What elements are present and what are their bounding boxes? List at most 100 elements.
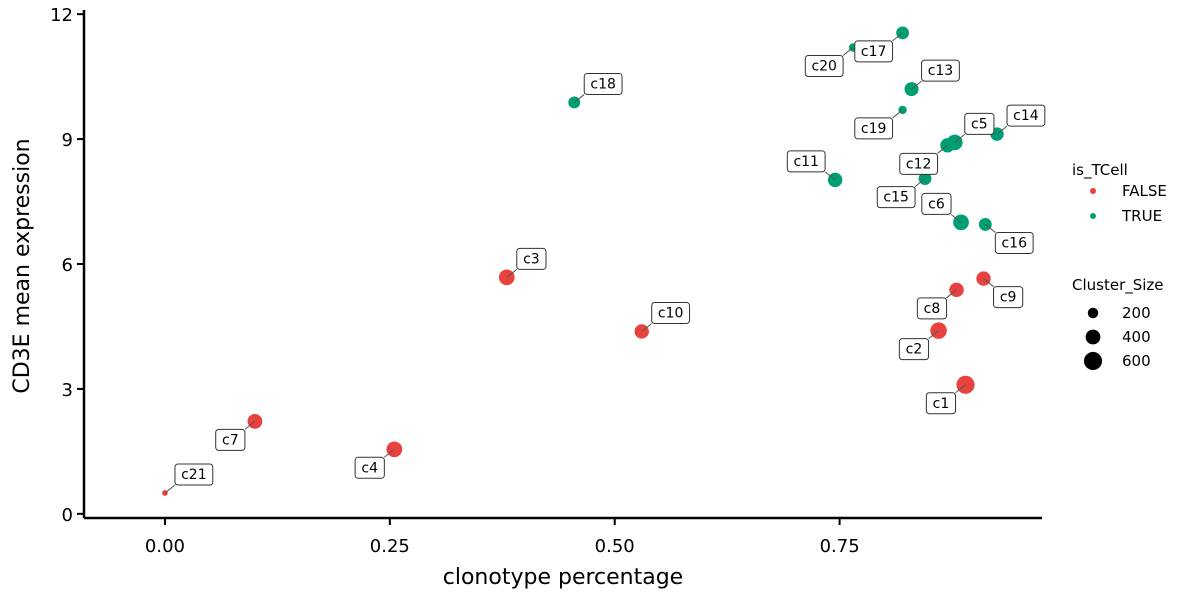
label-connector [164,484,176,494]
label-connector [928,330,939,340]
label-connector [996,125,1008,135]
y-tick-label: 12 [50,5,73,26]
label-connector [842,47,854,56]
size-legend-title: Cluster_Size [1072,276,1164,295]
label-box [354,456,385,479]
label-box [854,40,894,63]
label-box [804,54,844,77]
label-connector [573,94,585,103]
label-connector [506,268,518,278]
color-legend-title: is_TCell [1072,161,1128,180]
point-label-c10: c10 [641,301,691,332]
size-legend-key-600 [1083,351,1103,371]
label-box [916,297,948,320]
color-legend-key-false [1090,188,1096,194]
label-box [583,72,623,95]
x-tick-label: 0.75 [820,536,860,557]
point-label-c18: c18 [573,72,623,103]
label-connector [892,32,903,42]
y-tick-label: 9 [62,130,73,151]
label-text: c2 [906,342,923,358]
label-text: c17 [861,44,887,60]
data-point-c4 [386,441,403,458]
label-connector [950,213,962,223]
size-legend-key-400 [1085,329,1101,345]
point-label-c3: c3 [506,247,547,278]
point-label-c5: c5 [954,112,995,143]
label-box [651,301,691,324]
x-tick-label: 0.00 [145,536,185,557]
x-tick-label: 0.25 [370,536,410,557]
y-axis-title: CD3E mean expression [10,138,35,393]
label-text: c9 [1000,290,1017,306]
label-text: c19 [861,121,887,137]
point-label-c8: c8 [916,289,957,320]
label-box [215,428,246,451]
size-legend-label: 200 [1122,304,1151,322]
label-text: c8 [924,301,941,317]
point-label-c4: c4 [354,448,395,479]
plot-area: c1 c2 c3 c4 c5 c6 c7 c8 c9 c10 c11 c12 c13 c14 c15 c16 c… [162,26,1046,496]
size-legend-label: 400 [1122,328,1151,346]
point-label-c17: c17 [854,32,903,63]
point-label-c21: c21 [164,463,214,494]
label-connector [937,144,948,154]
label-text: c10 [658,305,684,321]
label-text: c12 [906,156,932,172]
label-connector [911,80,922,90]
x-axis-title: clonotype percentage [443,565,683,590]
data-point-c10 [634,324,649,339]
label-connector [914,178,926,188]
y-tick-label: 3 [62,380,73,401]
size-legend-label: 600 [1122,352,1151,370]
label-text: c4 [361,460,378,476]
point-label-c11: c11 [786,150,836,181]
point-labels: c1 c2 c3 c4 c5 c6 c7 c8 c9 c10 c11 c12 c13 c14 c15 c16 c… [164,32,1046,494]
label-box [786,150,826,173]
point-label-c13: c13 [911,59,960,90]
label-text: c14 [1013,108,1039,124]
label-connector [244,421,256,430]
label-box [1006,104,1046,127]
label-text: c1 [933,396,950,412]
label-text: c13 [928,63,954,79]
label-box [854,117,894,140]
point-label-c9: c9 [983,278,1024,309]
color-legend-key-true [1090,213,1096,219]
label-box [174,463,214,486]
y-tick-label: 6 [62,255,73,276]
label-text: c3 [523,251,540,267]
label-box [993,286,1024,309]
point-label-c15: c15 [876,178,926,209]
label-box [921,59,960,82]
point-label-c14: c14 [996,104,1046,135]
label-connector [983,278,994,287]
point-label-c2: c2 [898,330,939,361]
label-connector [892,109,903,119]
point-label-c1: c1 [925,384,966,415]
legend: is_TCell Cluster_Size FALSE TRUE 200 400 600 [1072,161,1167,371]
label-box [898,338,930,361]
label-connector [985,224,996,233]
size-legend-key-200 [1087,307,1099,319]
label-connector [824,171,836,181]
label-text: c16 [1001,235,1027,251]
label-connector [384,448,395,458]
label-text: c7 [222,432,239,448]
point-label-c16: c16 [985,224,1034,254]
label-connector [955,384,966,394]
label-text: c6 [928,196,945,212]
label-box [876,186,916,209]
x-tick-label: 0.50 [595,536,635,557]
label-text: c20 [811,58,837,74]
axes: 0.00 0.25 0.50 0.75 0 3 6 9 12 [50,5,1042,557]
point-label-c6: c6 [921,192,962,223]
point-label-c20: c20 [804,47,854,77]
label-box [925,392,957,415]
label-text: c15 [883,190,909,206]
label-box [994,231,1034,254]
label-connector [954,134,966,143]
y-tick-label: 0 [62,505,73,526]
label-text: c18 [590,76,616,92]
